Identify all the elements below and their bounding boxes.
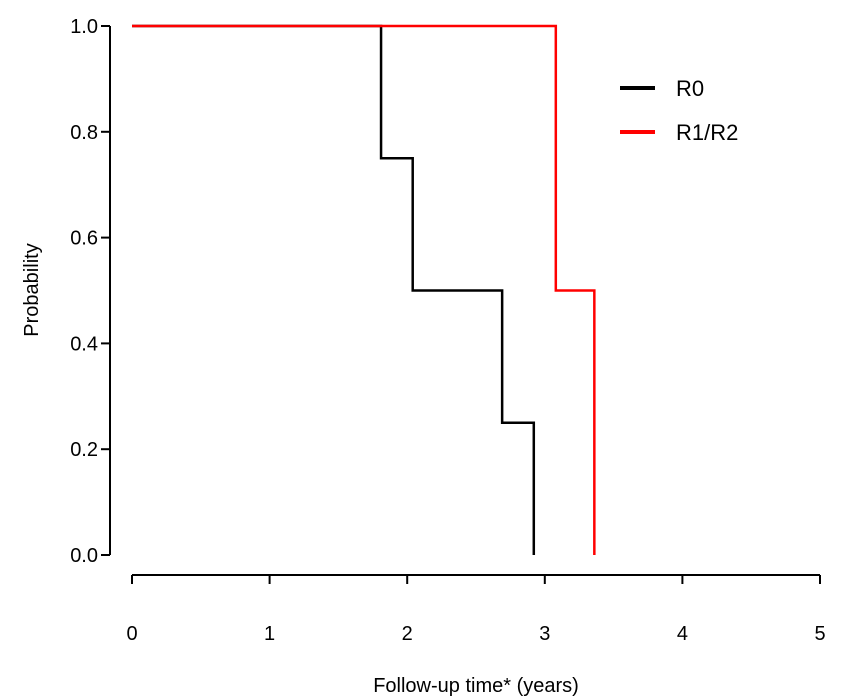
series-line-r0 bbox=[132, 24, 536, 555]
x-tick-label: 2 bbox=[402, 623, 413, 645]
legend[interactable]: R0 R1/R2 bbox=[620, 76, 738, 145]
x-ticks: 0 1 2 3 4 5 bbox=[126, 575, 826, 645]
axes: 0 1 2 3 4 5 0.0 0.2 0.4 0.6 0.8 1.0 bbox=[70, 16, 825, 645]
y-axis-label: Probability bbox=[21, 243, 43, 336]
y-tick-label: 0.8 bbox=[70, 122, 98, 144]
y-tick-label: 0.6 bbox=[70, 228, 98, 250]
x-tick-label: 0 bbox=[126, 623, 137, 645]
x-tick-label: 4 bbox=[677, 623, 688, 645]
x-axis-label: Follow-up time* (years) bbox=[373, 675, 579, 697]
y-ticks: 0.0 0.2 0.4 0.6 0.8 1.0 bbox=[70, 16, 110, 567]
x-tick-label: 3 bbox=[539, 623, 550, 645]
y-tick-label: 0.2 bbox=[70, 439, 98, 461]
x-tick-label: 5 bbox=[814, 623, 825, 645]
y-tick-label: 0.0 bbox=[70, 545, 98, 567]
legend-label: R1/R2 bbox=[676, 120, 738, 145]
x-tick-label: 1 bbox=[264, 623, 275, 645]
series-line-r1-r2 bbox=[132, 24, 596, 555]
series-layer bbox=[132, 24, 596, 555]
y-tick-label: 1.0 bbox=[70, 16, 98, 38]
legend-label: R0 bbox=[676, 76, 704, 101]
y-tick-label: 0.4 bbox=[70, 333, 98, 355]
